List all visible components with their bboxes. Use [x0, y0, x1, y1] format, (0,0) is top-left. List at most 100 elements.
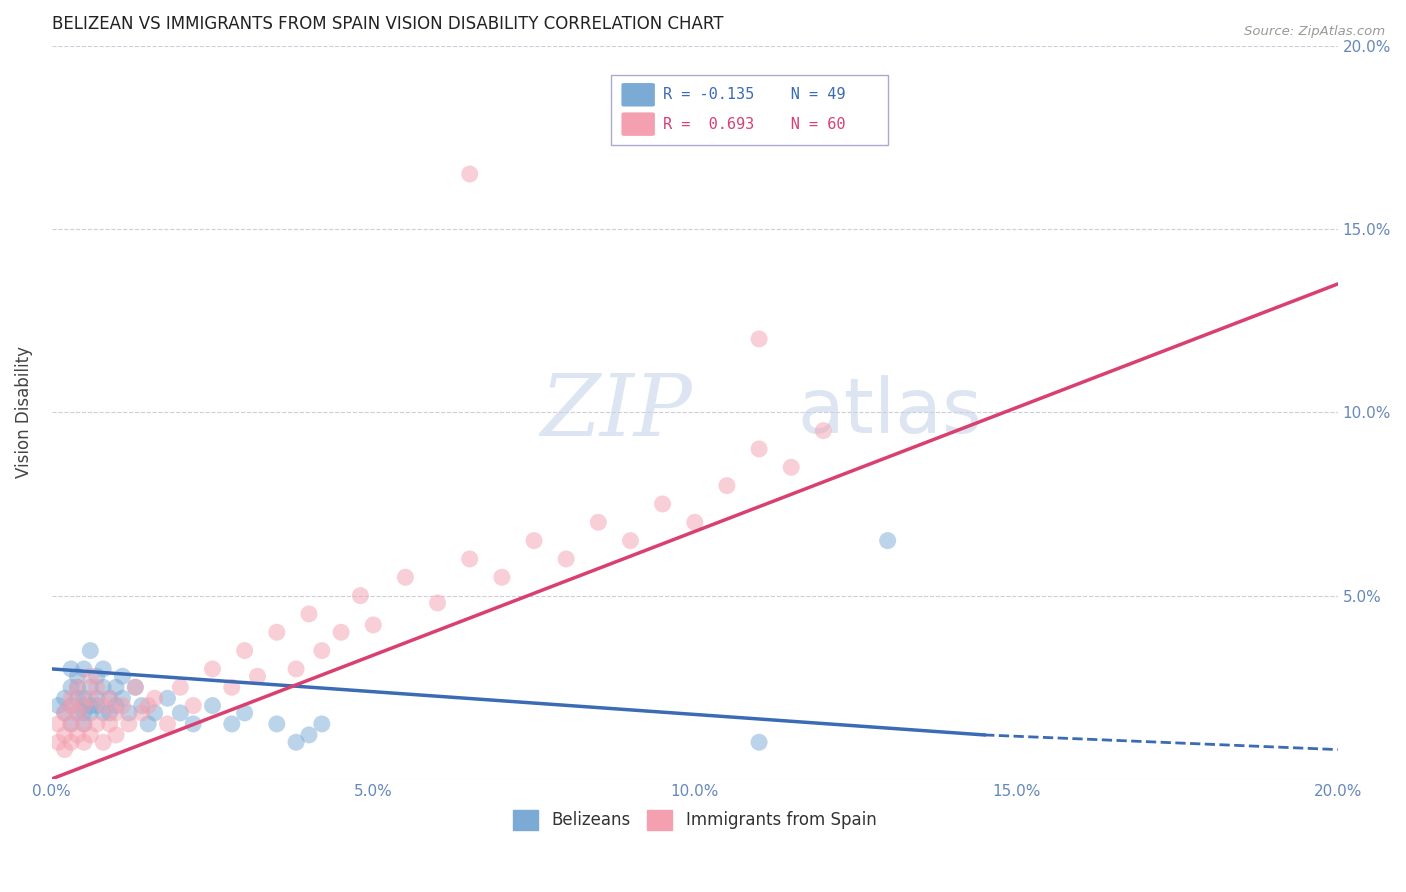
- Text: R =  0.693    N = 60: R = 0.693 N = 60: [662, 117, 845, 132]
- Point: [780, 460, 803, 475]
- Point: [111, 698, 134, 713]
- Point: [311, 643, 333, 657]
- Point: [73, 706, 96, 720]
- Point: [60, 698, 83, 713]
- Point: [298, 607, 321, 621]
- Point: [156, 691, 179, 706]
- Point: [136, 698, 159, 713]
- Point: [46, 735, 69, 749]
- Point: [60, 735, 83, 749]
- Point: [60, 680, 83, 694]
- Point: [181, 717, 204, 731]
- Point: [46, 698, 69, 713]
- Point: [66, 728, 89, 742]
- Point: [523, 533, 546, 548]
- Point: [491, 570, 513, 584]
- Point: [73, 717, 96, 731]
- Point: [118, 706, 141, 720]
- Point: [651, 497, 673, 511]
- Point: [221, 717, 243, 731]
- Point: [143, 691, 166, 706]
- Point: [66, 680, 89, 694]
- Point: [60, 691, 83, 706]
- Point: [53, 728, 76, 742]
- Point: [79, 728, 101, 742]
- Point: [53, 706, 76, 720]
- Point: [79, 706, 101, 720]
- Point: [60, 717, 83, 731]
- Point: [285, 735, 308, 749]
- Text: R = -0.135    N = 49: R = -0.135 N = 49: [662, 87, 845, 103]
- Point: [748, 332, 770, 346]
- Point: [66, 706, 89, 720]
- Point: [156, 717, 179, 731]
- Point: [66, 691, 89, 706]
- Point: [105, 698, 128, 713]
- Point: [118, 717, 141, 731]
- Point: [876, 533, 898, 548]
- Point: [79, 680, 101, 694]
- FancyBboxPatch shape: [621, 83, 655, 106]
- Point: [53, 691, 76, 706]
- Point: [349, 589, 371, 603]
- Point: [201, 662, 224, 676]
- Point: [748, 735, 770, 749]
- Point: [285, 662, 308, 676]
- Point: [246, 669, 269, 683]
- Point: [73, 691, 96, 706]
- Point: [73, 735, 96, 749]
- Point: [91, 706, 114, 720]
- Point: [458, 552, 481, 566]
- Point: [813, 424, 835, 438]
- Point: [555, 552, 578, 566]
- Point: [619, 533, 641, 548]
- Point: [91, 662, 114, 676]
- Point: [683, 516, 706, 530]
- Point: [73, 662, 96, 676]
- Point: [233, 643, 256, 657]
- Text: ZIP: ZIP: [540, 371, 692, 454]
- Point: [91, 680, 114, 694]
- Point: [86, 669, 108, 683]
- Text: atlas: atlas: [797, 376, 983, 450]
- Point: [79, 698, 101, 713]
- Point: [458, 167, 481, 181]
- FancyBboxPatch shape: [612, 75, 887, 145]
- Point: [91, 735, 114, 749]
- Point: [169, 680, 191, 694]
- Point: [53, 706, 76, 720]
- Point: [394, 570, 416, 584]
- Point: [86, 717, 108, 731]
- Point: [73, 717, 96, 731]
- Point: [91, 698, 114, 713]
- Text: Source: ZipAtlas.com: Source: ZipAtlas.com: [1244, 25, 1385, 38]
- Point: [105, 706, 128, 720]
- Point: [86, 691, 108, 706]
- Point: [361, 618, 384, 632]
- Point: [136, 717, 159, 731]
- Point: [748, 442, 770, 456]
- FancyBboxPatch shape: [621, 112, 655, 136]
- Point: [79, 669, 101, 683]
- Point: [60, 698, 83, 713]
- Point: [124, 680, 146, 694]
- Point: [98, 717, 121, 731]
- Point: [588, 516, 610, 530]
- Point: [66, 680, 89, 694]
- Point: [79, 691, 101, 706]
- Point: [105, 728, 128, 742]
- Point: [73, 698, 96, 713]
- Point: [98, 691, 121, 706]
- Point: [66, 706, 89, 720]
- Point: [60, 717, 83, 731]
- Point: [716, 478, 738, 492]
- Point: [221, 680, 243, 694]
- Point: [53, 742, 76, 756]
- Legend: Belizeans, Immigrants from Spain: Belizeans, Immigrants from Spain: [506, 803, 883, 837]
- Point: [124, 680, 146, 694]
- Point: [233, 706, 256, 720]
- Point: [131, 698, 153, 713]
- Point: [79, 643, 101, 657]
- Point: [330, 625, 353, 640]
- Point: [266, 717, 288, 731]
